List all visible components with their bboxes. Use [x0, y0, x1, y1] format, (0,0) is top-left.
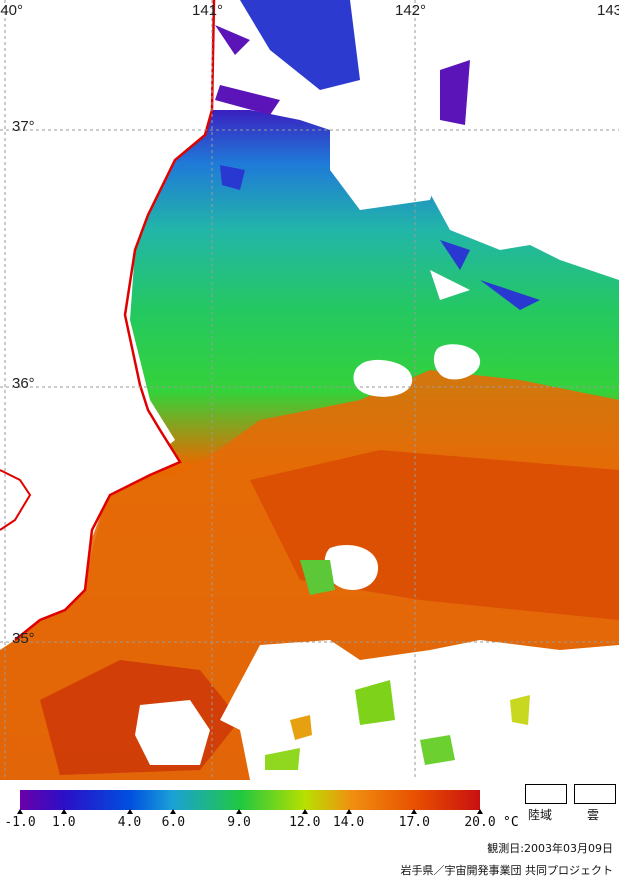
cloud-key-label: 雲: [587, 808, 600, 822]
lon-label-141: 141°: [192, 2, 224, 19]
coastline: [14, 0, 216, 641]
lat-label-35: 35°: [12, 630, 35, 647]
color-scale-bar: [20, 790, 480, 810]
lon-label-140: 140°: [0, 2, 24, 19]
cold-pocket-blue: [220, 165, 540, 310]
lat-label-37: 37°: [12, 118, 35, 135]
legend-tick-label: 12.0: [289, 815, 321, 830]
cloud-gap-pixels: [265, 560, 530, 770]
sea-surface-temperature-map: [0, 0, 619, 780]
land-key-label: 陸域: [528, 808, 553, 822]
legend-tick-mark: [236, 809, 243, 814]
legend-tick-label: 6.0: [161, 815, 186, 830]
credit-line: 岩手県／宇宙開発事業団 共同プロジェクト: [400, 864, 614, 877]
legend-tick-label: 4.0: [117, 815, 142, 830]
legend-tick-label: -1.0: [4, 815, 36, 830]
legend-tick-mark: [301, 809, 308, 814]
temperature-legend: [20, 790, 480, 810]
observation-date: 観測日:2003年03月09日: [487, 842, 613, 855]
cloud-areas: [135, 0, 619, 780]
legend-tick-mark: [345, 809, 352, 814]
legend-tick-mark: [170, 809, 177, 814]
legend-tick-label: 17.0: [398, 815, 430, 830]
legend-tick-label: 14.0: [332, 815, 365, 830]
coastline-peninsula: [0, 469, 32, 531]
cloud-key-swatch: [574, 784, 616, 804]
legend-tick-label: 1.0: [52, 815, 76, 830]
legend-unit: °C: [503, 815, 519, 830]
legend-tick-mark: [60, 809, 67, 814]
land-key-swatch: [525, 784, 567, 804]
lon-label-143: 143°: [597, 2, 619, 19]
legend-tick-mark: [477, 809, 483, 814]
legend-tick-label: 20.0: [464, 815, 496, 830]
legend-tick-label: 9.0: [227, 815, 251, 830]
cold-pocket-purple: [215, 25, 470, 125]
graticule: [0, 0, 619, 780]
legend-tick-mark: [126, 809, 133, 814]
land-honshu: [0, 0, 214, 650]
legend-tick-mark: [17, 809, 23, 814]
cold-pocket-north: [240, 0, 360, 90]
lat-label-36: 36°: [12, 375, 35, 392]
legend-tick-mark: [411, 809, 418, 814]
lon-label-142: 142°: [395, 2, 427, 19]
